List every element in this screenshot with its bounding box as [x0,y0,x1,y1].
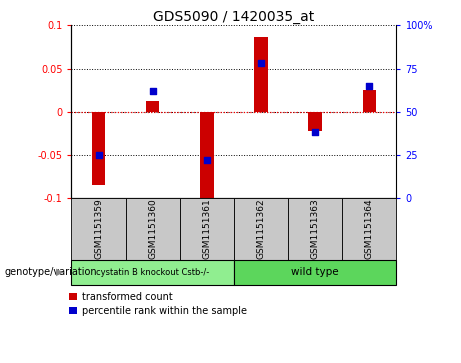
Bar [92,112,105,185]
Bar [234,198,288,260]
Point [257,60,265,66]
Text: GSM1151364: GSM1151364 [365,198,374,259]
Text: GSM1151362: GSM1151362 [256,198,266,259]
Bar [71,260,234,285]
Bar [254,37,268,112]
Point [366,83,373,89]
Legend: transformed count, percentile rank within the sample: transformed count, percentile rank withi… [67,290,248,318]
Bar [288,198,342,260]
Text: GSM1151359: GSM1151359 [94,198,103,259]
Bar [234,260,396,285]
Bar [200,112,213,204]
Text: genotype/variation: genotype/variation [5,267,97,277]
Bar [180,198,234,260]
Text: ▶: ▶ [56,267,64,277]
Bar [125,198,180,260]
Text: GSM1151360: GSM1151360 [148,198,157,259]
Point [149,88,156,94]
Bar [342,198,396,260]
Text: cystatin B knockout Cstb-/-: cystatin B knockout Cstb-/- [96,268,209,277]
Title: GDS5090 / 1420035_at: GDS5090 / 1420035_at [154,11,314,24]
Text: GSM1151361: GSM1151361 [202,198,212,259]
Bar [308,112,322,131]
Point [203,157,211,163]
Bar [71,198,125,260]
Point [312,130,319,135]
Text: GSM1151363: GSM1151363 [311,198,320,259]
Bar [363,90,376,112]
Text: wild type: wild type [291,267,339,277]
Point [95,152,102,158]
Bar [146,101,160,112]
